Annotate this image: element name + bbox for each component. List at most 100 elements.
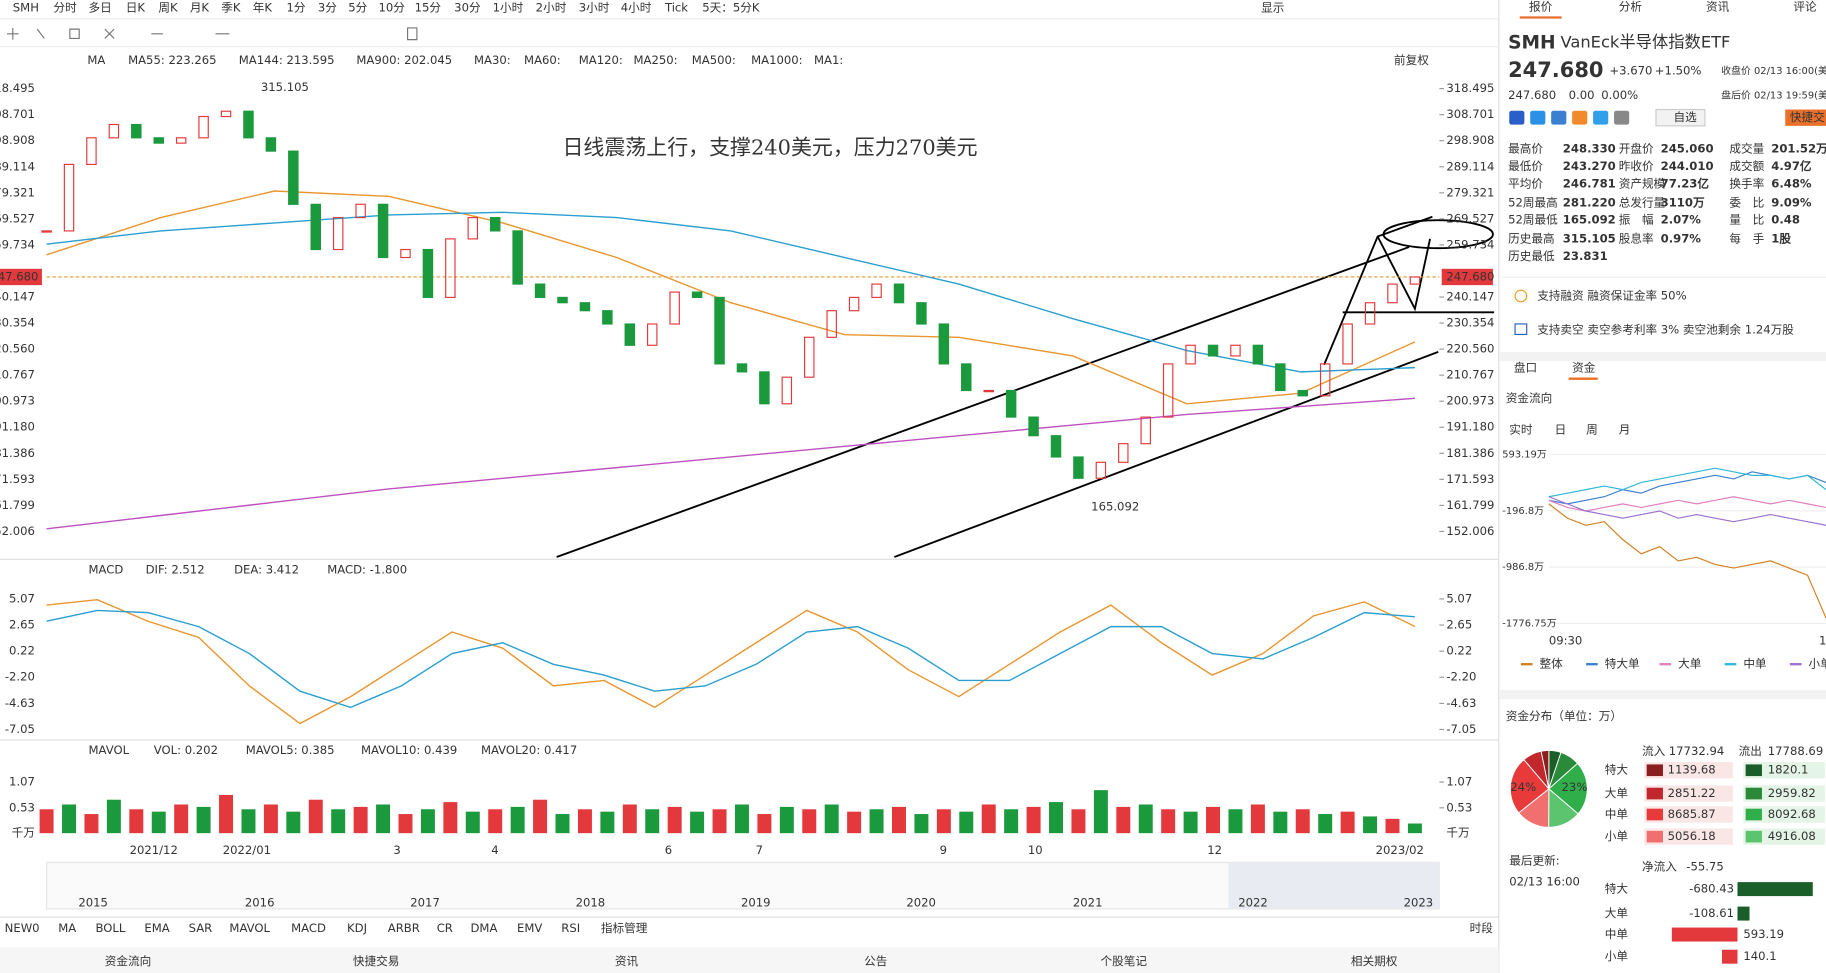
indicator-tab[interactable]: MAVOL [229, 921, 270, 935]
trade-button[interactable] [1785, 109, 1826, 126]
quote-tab[interactable]: 评论 [1793, 0, 1817, 13]
bottom-tab[interactable]: 资金流向 [105, 954, 152, 968]
volume-bar [376, 804, 391, 834]
candle [1297, 389, 1308, 397]
net-total: -55.75 [1686, 859, 1723, 873]
volume-bar [555, 814, 570, 834]
bottom-tab[interactable]: 快捷交易 [353, 954, 400, 968]
indicator-tab[interactable]: SAR [189, 921, 213, 935]
net-bar [1721, 949, 1738, 964]
candle [691, 291, 703, 298]
change: +3.670 [1609, 64, 1652, 78]
y-tick-label: 0.53 [9, 800, 35, 814]
time-label: 09:30 [1549, 633, 1583, 647]
share-icon[interactable] [1530, 110, 1546, 125]
in-cell [1644, 828, 1733, 845]
indicator-tab[interactable]: NEW0 [5, 921, 40, 935]
adjust-toggle[interactable]: 前复权 [1394, 53, 1429, 67]
bottom-tab[interactable]: 个股笔记 [1100, 954, 1147, 968]
current-price-box [0, 268, 42, 286]
inflow-value: 5056.18 [1668, 829, 1716, 843]
period-tab[interactable]: 1分 [286, 1, 305, 15]
volume-bar [802, 809, 817, 834]
ma-legend: MA55: 223.265 [128, 53, 216, 67]
quote-tab[interactable]: 报价 [1529, 0, 1553, 13]
indicator-tab[interactable]: MA [58, 921, 76, 935]
candle [983, 389, 994, 393]
indicator-tab[interactable]: KDJ [347, 921, 367, 935]
indicator-tab[interactable]: DMA [470, 921, 497, 935]
candle [602, 310, 613, 325]
period-tab[interactable]: 10分 [378, 1, 405, 15]
period-tab[interactable]: 1小时 [493, 1, 524, 15]
period-tab[interactable]: 3小时 [579, 1, 610, 15]
period-tab[interactable]: 5分 [348, 1, 367, 15]
stat-label: 委 比 [1729, 195, 1764, 209]
watch-button[interactable] [1655, 108, 1706, 127]
ma-legend-inactive: MA250: [634, 53, 678, 67]
ma-legend-inactive: MA1: [814, 53, 843, 67]
macd-label: MACD [89, 562, 124, 576]
indicator-tab[interactable]: ARBR [388, 921, 420, 935]
indicator-tab[interactable]: CR [437, 921, 453, 935]
volume-bar [1049, 802, 1063, 834]
period-tab[interactable]: 4小时 [621, 1, 652, 15]
flow-tab[interactable]: 资金 [1572, 361, 1596, 375]
period-tab[interactable]: 时段 [1470, 921, 1494, 935]
quote-tab[interactable]: 资讯 [1706, 0, 1730, 13]
bottom-tab[interactable]: 相关期权 [1351, 954, 1398, 968]
y-tick-label: 318.495 [1446, 81, 1494, 95]
share-icon[interactable] [1572, 110, 1588, 125]
indicator-tab[interactable]: 指标管理 [601, 921, 648, 935]
period-tab[interactable]: 2小时 [536, 1, 567, 15]
range-tab[interactable]: 日 [1555, 422, 1567, 436]
out-label: 流出 [1739, 744, 1762, 758]
volume-bar [196, 806, 211, 834]
y-tick-label: 200.973 [0, 394, 35, 408]
outflow-value: 8092.68 [1768, 807, 1816, 821]
range-tab[interactable]: 周 [1586, 422, 1598, 436]
range-tab[interactable]: 月 [1619, 422, 1631, 436]
row-name: 小单 [1605, 949, 1629, 963]
period-tab[interactable]: 日K [126, 1, 146, 15]
y-tick-label: 0.22 [1446, 644, 1472, 658]
indicator-tab[interactable]: BOLL [95, 921, 125, 935]
display-menu[interactable]: 显示 [1261, 1, 1284, 15]
period-tab[interactable]: 多日 [89, 1, 112, 15]
period-tab[interactable]: 分时 [54, 1, 78, 15]
flow-tab[interactable]: 盘口 [1514, 361, 1537, 375]
indicator-tab[interactable]: MACD [291, 921, 326, 935]
year-label: 2021 [1073, 896, 1103, 910]
ma-legend: MA900: 202.045 [356, 53, 452, 67]
period-tab[interactable]: 15分 [415, 1, 442, 15]
bottom-tab[interactable]: 资讯 [615, 954, 639, 968]
quote-tab[interactable]: 分析 [1619, 0, 1643, 13]
candle [1005, 389, 1017, 418]
share-icon[interactable] [1593, 110, 1609, 125]
period-tab[interactable]: 3分 [318, 1, 337, 15]
y-tick-label: 181.386 [0, 446, 35, 460]
indicator-tab[interactable]: EMA [144, 921, 169, 935]
period-tab[interactable]: 年K [253, 1, 273, 15]
volume-bar [1071, 809, 1086, 834]
month-label: 9 [940, 843, 947, 857]
period-tab[interactable]: Tick [664, 1, 688, 15]
period-tab[interactable]: 周K [158, 1, 178, 15]
after-pct: 0.00% [1601, 88, 1638, 102]
share-icon[interactable] [1509, 110, 1525, 125]
bottom-tab[interactable]: 公告 [864, 954, 887, 968]
range-tab[interactable]: 实时 [1509, 422, 1533, 436]
volume-bar [1206, 806, 1221, 834]
share-icon[interactable] [1551, 110, 1567, 125]
indicator-tab[interactable]: EMV [517, 921, 542, 935]
period-tab[interactable]: 30分 [454, 1, 481, 15]
indicator-tab[interactable]: RSI [561, 921, 580, 935]
period-tab[interactable]: 月K [190, 1, 210, 15]
period-tab[interactable]: 5天：5分K [702, 1, 760, 15]
period-tab[interactable]: 季K [221, 1, 241, 15]
stat-label: 昨收价 [1619, 159, 1654, 173]
share-icon[interactable] [1614, 110, 1630, 125]
row-name: 大单 [1605, 786, 1629, 800]
in-label: 流入 [1642, 744, 1666, 758]
